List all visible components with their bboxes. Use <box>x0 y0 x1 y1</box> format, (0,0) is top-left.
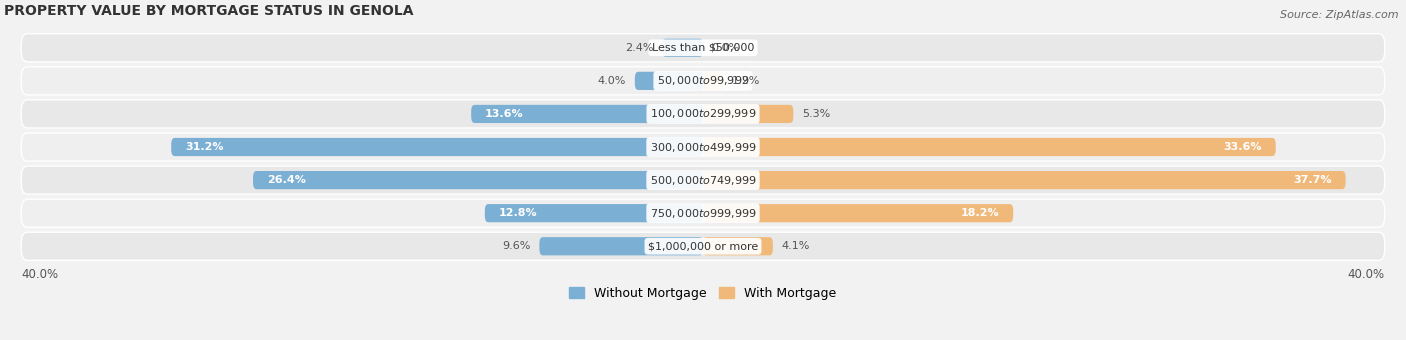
Text: 37.7%: 37.7% <box>1294 175 1331 185</box>
Text: 40.0%: 40.0% <box>1348 268 1385 281</box>
Text: $300,000 to $499,999: $300,000 to $499,999 <box>650 140 756 154</box>
Text: 4.0%: 4.0% <box>598 76 626 86</box>
Text: Less than $50,000: Less than $50,000 <box>652 43 754 53</box>
FancyBboxPatch shape <box>21 67 1385 95</box>
FancyBboxPatch shape <box>21 34 1385 62</box>
Text: 31.2%: 31.2% <box>184 142 224 152</box>
Text: $1,000,000 or more: $1,000,000 or more <box>648 241 758 251</box>
FancyBboxPatch shape <box>703 72 724 90</box>
FancyBboxPatch shape <box>172 138 703 156</box>
FancyBboxPatch shape <box>662 39 703 57</box>
FancyBboxPatch shape <box>485 204 703 222</box>
Text: 2.4%: 2.4% <box>626 43 654 53</box>
FancyBboxPatch shape <box>21 100 1385 128</box>
Text: $50,000 to $99,999: $50,000 to $99,999 <box>657 74 749 87</box>
Text: 13.6%: 13.6% <box>485 109 523 119</box>
FancyBboxPatch shape <box>703 105 793 123</box>
Text: 40.0%: 40.0% <box>21 268 58 281</box>
FancyBboxPatch shape <box>540 237 703 255</box>
Text: 12.8%: 12.8% <box>499 208 537 218</box>
Text: PROPERTY VALUE BY MORTGAGE STATUS IN GENOLA: PROPERTY VALUE BY MORTGAGE STATUS IN GEN… <box>4 4 413 18</box>
FancyBboxPatch shape <box>21 199 1385 227</box>
FancyBboxPatch shape <box>21 166 1385 194</box>
Text: 5.3%: 5.3% <box>801 109 830 119</box>
FancyBboxPatch shape <box>21 232 1385 260</box>
Text: 9.6%: 9.6% <box>502 241 531 251</box>
FancyBboxPatch shape <box>703 171 1346 189</box>
Text: 26.4%: 26.4% <box>267 175 305 185</box>
Text: 0.0%: 0.0% <box>711 43 740 53</box>
FancyBboxPatch shape <box>703 237 773 255</box>
Text: 1.2%: 1.2% <box>733 76 761 86</box>
FancyBboxPatch shape <box>636 72 703 90</box>
Text: Source: ZipAtlas.com: Source: ZipAtlas.com <box>1281 10 1399 20</box>
FancyBboxPatch shape <box>703 204 1014 222</box>
FancyBboxPatch shape <box>471 105 703 123</box>
FancyBboxPatch shape <box>253 171 703 189</box>
Text: 4.1%: 4.1% <box>782 241 810 251</box>
FancyBboxPatch shape <box>21 133 1385 161</box>
FancyBboxPatch shape <box>703 138 1275 156</box>
Text: $750,000 to $999,999: $750,000 to $999,999 <box>650 207 756 220</box>
Legend: Without Mortgage, With Mortgage: Without Mortgage, With Mortgage <box>564 282 842 305</box>
Text: $100,000 to $299,999: $100,000 to $299,999 <box>650 107 756 120</box>
Text: $500,000 to $749,999: $500,000 to $749,999 <box>650 174 756 187</box>
Text: 18.2%: 18.2% <box>960 208 1000 218</box>
Text: 33.6%: 33.6% <box>1223 142 1263 152</box>
